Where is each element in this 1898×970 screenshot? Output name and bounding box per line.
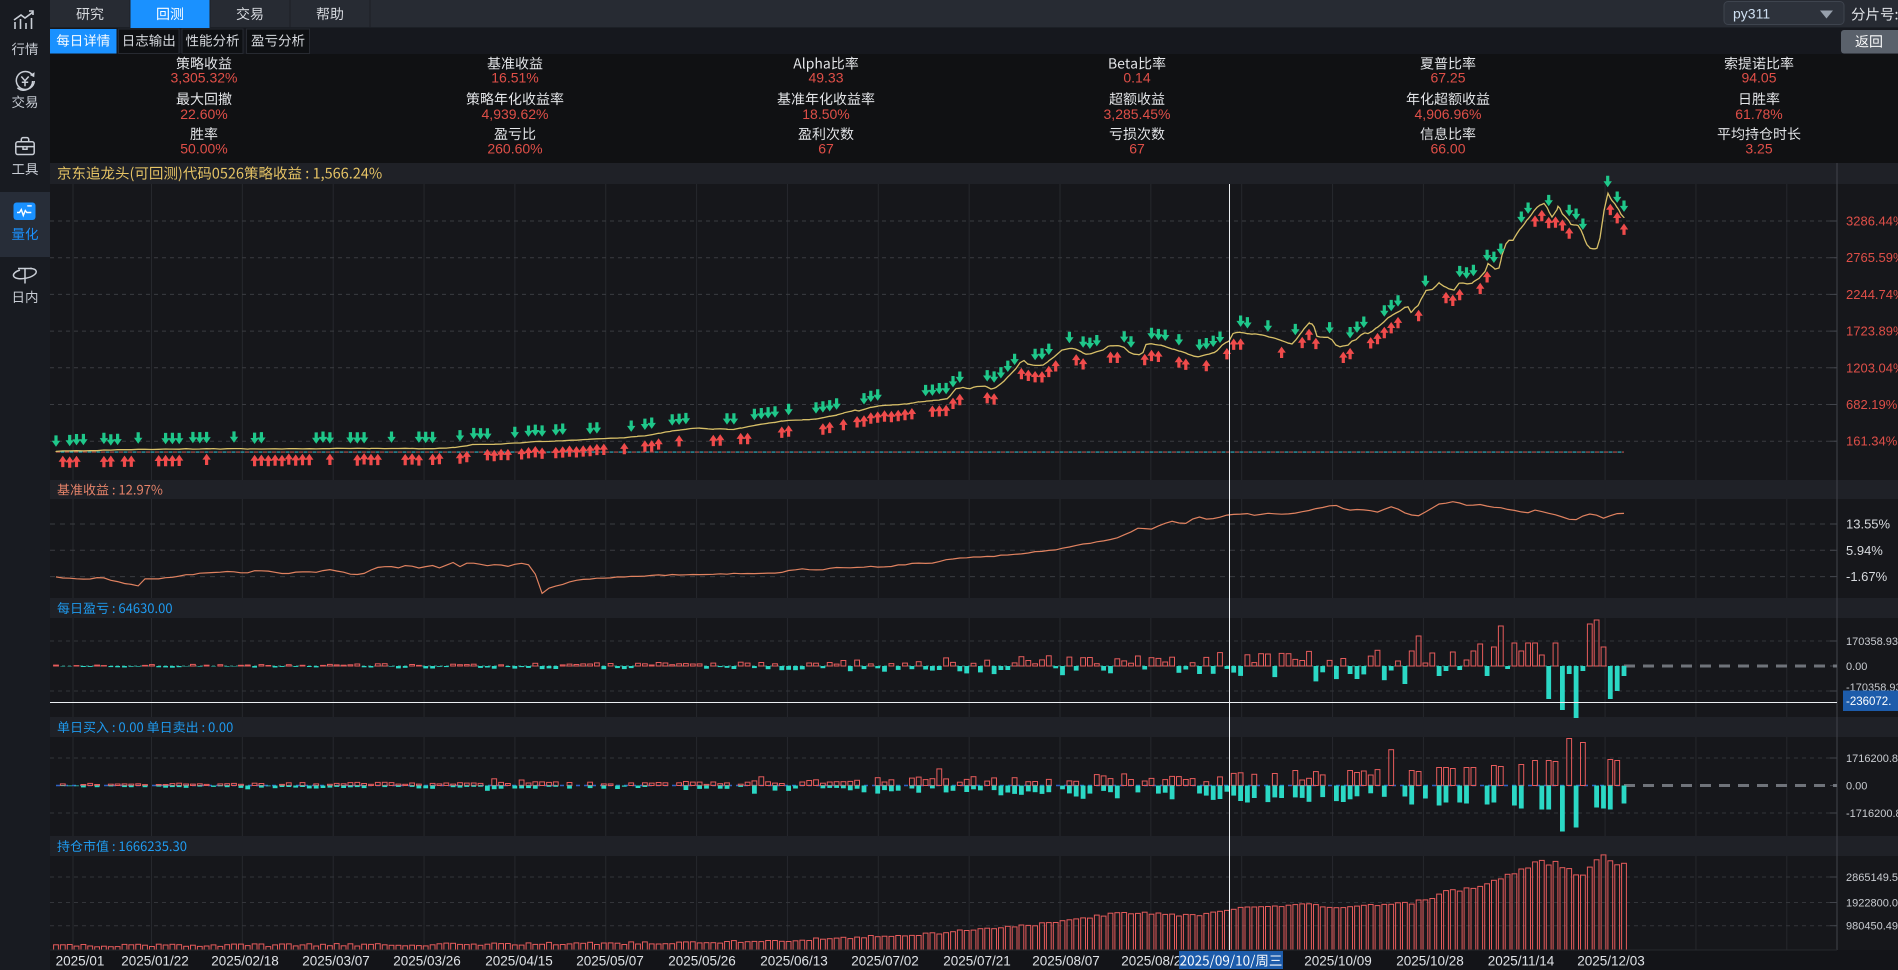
svg-text:-1.67%: -1.67% (1846, 569, 1888, 584)
svg-text:2025/03/07: 2025/03/07 (302, 954, 370, 969)
svg-text:1723.89%: 1723.89% (1846, 324, 1898, 339)
svg-text:3,305.32%: 3,305.32% (171, 70, 238, 86)
svg-text:0.14: 0.14 (1123, 70, 1150, 86)
svg-text:2025/05/26: 2025/05/26 (668, 954, 736, 969)
svg-text:4,939.62%: 4,939.62% (482, 106, 549, 122)
svg-text:0.00: 0.00 (1846, 661, 1867, 673)
svg-text:5.94%: 5.94% (1846, 543, 1883, 558)
svg-text:1716200.81: 1716200.81 (1846, 753, 1898, 765)
svg-text:13.55%: 13.55% (1846, 517, 1891, 532)
svg-text:66.00: 66.00 (1430, 141, 1465, 157)
svg-text:2025/05/07: 2025/05/07 (576, 954, 644, 969)
svg-text:18.50%: 18.50% (802, 106, 849, 122)
svg-text:61.78%: 61.78% (1735, 106, 1782, 122)
svg-text:1203.04%: 1203.04% (1846, 360, 1898, 375)
svg-text:170358.93: 170358.93 (1846, 636, 1898, 648)
svg-text:2025/11/14: 2025/11/14 (1488, 954, 1555, 969)
svg-text:2025/08/26: 2025/08/26 (1121, 954, 1189, 969)
svg-text:2025/10/28: 2025/10/28 (1396, 954, 1464, 969)
svg-text:260.60%: 260.60% (487, 141, 542, 157)
svg-text:2025/10/09: 2025/10/09 (1304, 954, 1372, 969)
svg-text:67.25: 67.25 (1430, 70, 1465, 86)
svg-text:py311: py311 (1733, 6, 1770, 22)
svg-text:980450.49: 980450.49 (1846, 921, 1898, 933)
svg-text:94.05: 94.05 (1741, 70, 1776, 86)
svg-text:0.00: 0.00 (1846, 781, 1867, 793)
svg-text:2025/08/07: 2025/08/07 (1032, 954, 1100, 969)
svg-text:3.25: 3.25 (1745, 141, 1772, 157)
svg-text:49.33: 49.33 (808, 70, 843, 86)
svg-text:2025/01/22: 2025/01/22 (121, 954, 189, 969)
svg-text:2865149.54: 2865149.54 (1846, 872, 1898, 884)
svg-text:2025/06/13: 2025/06/13 (760, 954, 828, 969)
svg-text:3286.44%: 3286.44% (1846, 214, 1898, 229)
svg-text:4,906.96%: 4,906.96% (1415, 106, 1482, 122)
svg-text:2244.74%: 2244.74% (1846, 287, 1898, 302)
svg-text:-236072.: -236072. (1846, 696, 1891, 708)
svg-text:682.19%: 682.19% (1846, 397, 1898, 412)
svg-text:2025/07/21: 2025/07/21 (943, 954, 1011, 969)
svg-text:2025/01: 2025/01 (56, 954, 105, 969)
svg-text:161.34%: 161.34% (1846, 434, 1898, 449)
svg-text:2765.59%: 2765.59% (1846, 250, 1898, 265)
svg-text:2025/12/03: 2025/12/03 (1577, 954, 1645, 969)
svg-text:16.51%: 16.51% (491, 70, 538, 86)
svg-text:1922800.02: 1922800.02 (1846, 898, 1898, 910)
svg-text:2025/07/02: 2025/07/02 (851, 954, 919, 969)
svg-text:2025/02/18: 2025/02/18 (211, 954, 279, 969)
svg-text:2025/04/15: 2025/04/15 (485, 954, 553, 969)
svg-text:2025/03/26: 2025/03/26 (393, 954, 461, 969)
svg-text:50.00%: 50.00% (180, 141, 227, 157)
svg-text:-1716200.81: -1716200.81 (1846, 808, 1898, 820)
svg-text:67: 67 (1129, 141, 1145, 157)
svg-text:67: 67 (818, 141, 834, 157)
svg-text:22.60%: 22.60% (180, 106, 227, 122)
svg-text:3,285.45%: 3,285.45% (1104, 106, 1171, 122)
